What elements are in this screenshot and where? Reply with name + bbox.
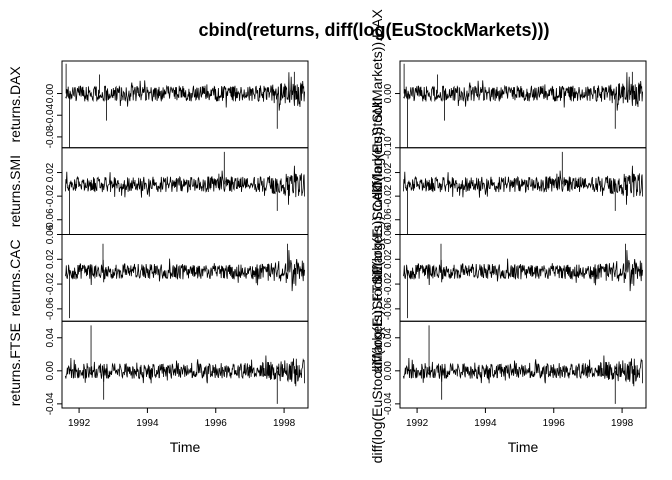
- y-tick-label: -0.10: [383, 136, 394, 159]
- y-axis-label: diff(log(EuStockMarkets)).SMI: [369, 98, 385, 284]
- panel-frame: [61, 320, 309, 409]
- panel-frame: [399, 60, 647, 149]
- y-tick-label: -0.02: [383, 272, 394, 295]
- panel-frame: [61, 147, 309, 235]
- y-tick-label: -0.02: [45, 272, 56, 295]
- x-tick-label: 1996: [543, 418, 566, 429]
- panel-frame: [61, 234, 309, 322]
- y-tick-label: 0.02: [45, 162, 56, 182]
- y-tick-label: 0.04: [383, 328, 394, 348]
- x-tick-label: 1998: [611, 418, 634, 429]
- panels-root: -0.08-0.040.00returns.DAX-0.06-0.020.02r…: [7, 9, 647, 463]
- x-tick-label: 1994: [474, 418, 497, 429]
- panel-frame: [399, 320, 647, 409]
- y-tick-label: 0.02: [383, 162, 394, 182]
- panel-frame: [399, 234, 647, 322]
- series-line: [65, 165, 305, 205]
- y-tick-label: -0.04: [45, 103, 56, 126]
- y-tick-label: -0.06: [383, 208, 394, 231]
- panel-frame: [399, 147, 647, 235]
- y-tick-label: -0.02: [383, 184, 394, 207]
- y-tick-label: 0.00: [383, 361, 394, 381]
- x-tick-label: 1992: [406, 418, 429, 429]
- y-axis-label: returns.FTSE: [7, 323, 23, 406]
- y-tick-label: -0.04: [383, 392, 394, 415]
- y-tick-label: 0.00: [45, 83, 56, 103]
- x-tick-label: 1998: [273, 418, 296, 429]
- y-tick-label: 0.02: [383, 249, 394, 269]
- panel-frame: [61, 60, 309, 149]
- y-tick-label: -0.08: [45, 125, 56, 148]
- x-axis-label: Time: [508, 439, 539, 455]
- y-tick-label: 0.00: [383, 83, 394, 103]
- series-line: [403, 355, 643, 387]
- y-tick-label: 0.04: [45, 328, 56, 348]
- x-tick-label: 1996: [205, 418, 228, 429]
- x-tick-label: 1992: [68, 418, 91, 429]
- y-axis-label: returns.CAC: [7, 239, 23, 316]
- y-axis-label: returns.SMI: [7, 155, 23, 227]
- y-tick-label: 0.00: [45, 361, 56, 381]
- y-axis-label: diff(log(EuStockMarkets)).DAX: [369, 9, 385, 200]
- y-tick-label: -0.04: [45, 392, 56, 415]
- y-tick-label: -0.06: [45, 208, 56, 231]
- y-tick-label: -0.06: [45, 297, 56, 320]
- y-tick-label: 0.06: [383, 224, 394, 244]
- y-axis-label: returns.DAX: [7, 66, 23, 143]
- series-line: [65, 355, 305, 387]
- y-tick-label: -0.02: [45, 184, 56, 207]
- series-line: [65, 72, 305, 111]
- series-line: [65, 250, 305, 292]
- y-axis-label: diff(log(EuStockMarkets)).FTSE: [369, 266, 385, 463]
- chart-title: cbind(returns, diff(log(EuStockMarkets))…: [198, 20, 549, 40]
- x-axis-label: Time: [170, 439, 201, 455]
- y-tick-label: 0.06: [45, 224, 56, 244]
- y-tick-label: 0.02: [45, 249, 56, 269]
- x-tick-label: 1994: [136, 418, 159, 429]
- series-line: [403, 165, 643, 205]
- y-axis-label: diff(log(EuStockMarkets)).CAC: [369, 182, 385, 373]
- series-line: [403, 72, 643, 111]
- series-line: [403, 250, 643, 292]
- y-tick-label: -0.06: [383, 297, 394, 320]
